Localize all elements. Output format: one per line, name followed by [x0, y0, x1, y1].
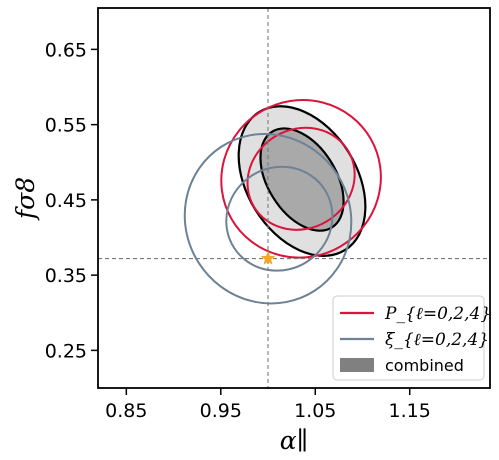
- y-tick-label: 0.25: [45, 340, 87, 362]
- x-tick-label: 0.85: [105, 400, 147, 422]
- y-axis-label: fσ8: [11, 177, 40, 221]
- reference-lines: [98, 8, 490, 388]
- x-tick-label: 0.95: [200, 400, 242, 422]
- series-1-1sigma-contour: [225, 165, 334, 272]
- y-tick-label: 0.55: [45, 115, 87, 137]
- reference-star-marker: [260, 250, 276, 265]
- contour-layer: [183, 99, 382, 305]
- x-tick-label: 1.05: [294, 400, 336, 422]
- series-1-2sigma-contour: [183, 132, 353, 305]
- y-tick-label: 0.45: [45, 190, 87, 212]
- y-tick-label: 0.65: [45, 39, 87, 61]
- x-axis-label: α∥: [280, 426, 308, 455]
- plot-frame: [97, 7, 491, 389]
- legend-label: combined: [385, 356, 464, 375]
- y-axis-ticks: 0.25 0.35 0.45 0.55 0.65: [45, 39, 98, 362]
- series-0-2sigma-contour: [220, 99, 382, 259]
- legend-label: ξ_{ℓ=0,2,4}: [385, 330, 489, 350]
- series-0-1sigma-contour: [246, 126, 356, 231]
- legend-swatch-combined: [340, 358, 374, 372]
- legend-label: P_{ℓ=0,2,4}: [384, 304, 491, 324]
- x-axis-ticks: 0.85 0.95 1.05 1.15: [105, 388, 431, 422]
- x-tick-label: 1.15: [389, 400, 431, 422]
- legend: P_{ℓ=0,2,4} ξ_{ℓ=0,2,4} combined: [332, 295, 491, 381]
- y-tick-label: 0.35: [45, 265, 87, 287]
